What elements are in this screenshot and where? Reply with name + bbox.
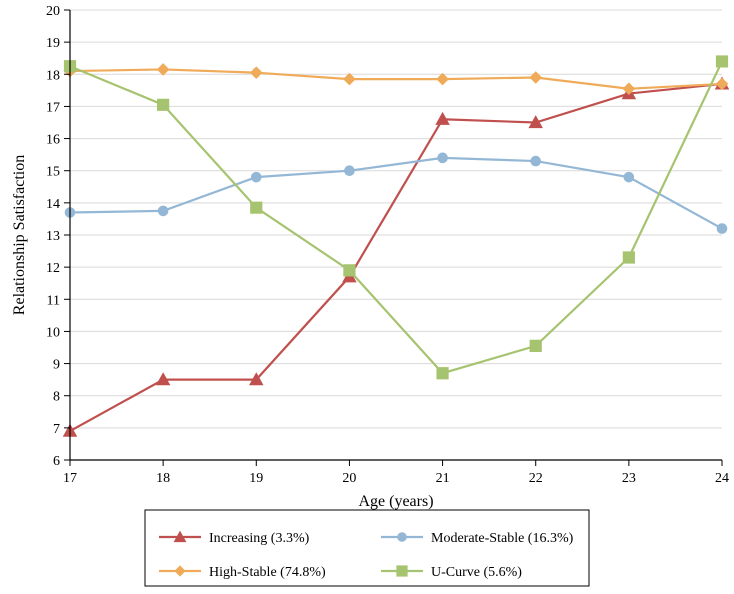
y-tick-label: 19	[46, 36, 60, 51]
x-tick-label: 22	[529, 471, 543, 486]
legend: Increasing (3.3%) Moderate-Stable (16.3%)…	[145, 510, 589, 586]
legend-item-label: U-Curve (5.6%)	[431, 565, 522, 580]
y-tick-label: 11	[47, 293, 60, 308]
y-tick-label: 8	[53, 390, 60, 405]
y-tick-label: 6	[53, 454, 60, 469]
y-axis-label: Relationship Satisfaction	[11, 155, 28, 315]
y-tick-label: 15	[46, 165, 60, 180]
y-tick-label: 20	[46, 4, 60, 19]
relationship-satisfaction-chart: 17 18 19 20 21 22 23 24 6 7 8 9 10 11 12 13 14 15 16 17 18 19…	[0, 0, 734, 594]
x-tick-label: 17	[63, 471, 77, 486]
x-tick-label: 19	[249, 471, 263, 486]
x-axis-label: Age (years)	[358, 493, 433, 510]
y-tick-label: 10	[46, 325, 60, 340]
y-tick-label: 16	[46, 133, 60, 148]
x-tick-label: 24	[715, 471, 729, 486]
y-tick-label: 18	[46, 68, 60, 83]
x-tick-label: 20	[342, 471, 356, 486]
legend-item-label: Moderate-Stable (16.3%)	[431, 531, 574, 546]
x-tick-label: 18	[156, 471, 170, 486]
y-tick-label: 17	[46, 100, 60, 115]
y-tick-label: 9	[53, 358, 60, 373]
y-tick-label: 13	[46, 229, 60, 244]
x-tick-label: 23	[622, 471, 636, 486]
chart-svg: 17 18 19 20 21 22 23 24 6 7 8 9 10 11 12 13 14 15 16 17 18 19…	[0, 0, 734, 594]
y-tick-label: 12	[46, 261, 60, 276]
x-tick-label: 21	[436, 471, 450, 486]
y-tick-label: 7	[53, 422, 60, 437]
legend-item-label: High-Stable (74.8%)	[209, 565, 326, 580]
y-tick-label: 14	[46, 197, 60, 212]
legend-item-label: Increasing (3.3%)	[209, 531, 310, 546]
